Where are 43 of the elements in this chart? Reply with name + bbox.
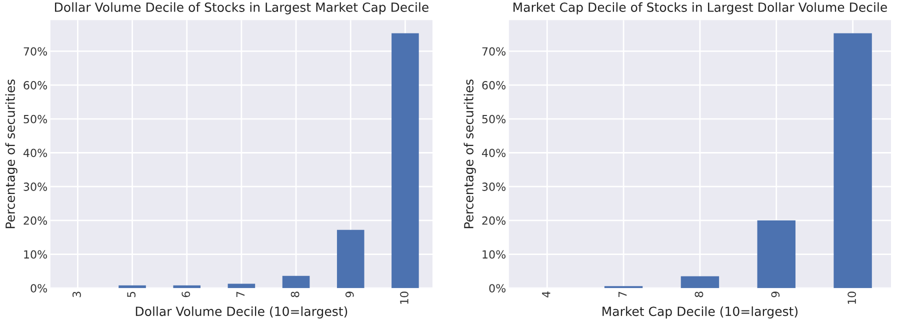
x-tick-label: 3 <box>72 292 81 298</box>
y-tick-label: 20% <box>482 216 506 225</box>
x-tick-label: 8 <box>694 292 704 298</box>
bar <box>118 285 146 288</box>
bar <box>173 285 201 288</box>
bar <box>228 284 256 288</box>
bar <box>680 276 720 288</box>
y-tick-label: 50% <box>24 114 48 124</box>
x-tick-label: 9 <box>345 292 354 298</box>
y-tick-label: 60% <box>482 81 506 90</box>
bar <box>336 230 364 288</box>
y-axis-title: Percentage of securities <box>5 79 18 228</box>
y-tick-label: 40% <box>482 148 506 158</box>
x-tick-label: 10 <box>400 292 408 304</box>
y-tick-label: 70% <box>24 47 48 56</box>
chart-title: Dollar Volume Decile of Stocks in Largest Market Cap Decile <box>55 2 428 14</box>
x-tick-label: 6 <box>182 292 190 298</box>
y-tick-label: 30% <box>482 182 506 191</box>
y-tick-label: 0% <box>489 284 506 292</box>
x-axis-title: Market Cap Decile (10=largest) <box>602 306 798 319</box>
x-tick-label: 8 <box>290 292 300 298</box>
y-tick-label: 10% <box>24 250 48 259</box>
x-tick-label: 9 <box>771 292 780 298</box>
chart-title: Market Cap Decile of Stocks in Largest Dollar Volume Decile <box>514 2 887 14</box>
y-tick-label: 70% <box>482 47 506 56</box>
x-tick-label: 7 <box>236 292 245 298</box>
y-tick-label: 50% <box>482 114 506 124</box>
bar <box>757 220 796 288</box>
x-tick-label: 7 <box>618 292 627 298</box>
y-tick-label: 10% <box>482 250 506 259</box>
x-tick-label: 10 <box>848 292 856 304</box>
y-tick-label: 40% <box>23 148 48 158</box>
y-tick-label: 30% <box>24 182 48 191</box>
y-tick-label: 0% <box>30 284 48 292</box>
y-tick-label: 60% <box>24 81 48 90</box>
x-tick-label: 5 <box>127 292 136 298</box>
y-tick-label: 20% <box>24 216 48 225</box>
bar <box>392 33 419 288</box>
bar <box>834 33 872 288</box>
x-axis-title: Dollar Volume Decile (10=largest) <box>136 306 348 319</box>
bar <box>282 276 310 288</box>
y-axis-title: Percentage of securities <box>464 79 476 228</box>
x-tick-label: 4 <box>542 292 550 298</box>
